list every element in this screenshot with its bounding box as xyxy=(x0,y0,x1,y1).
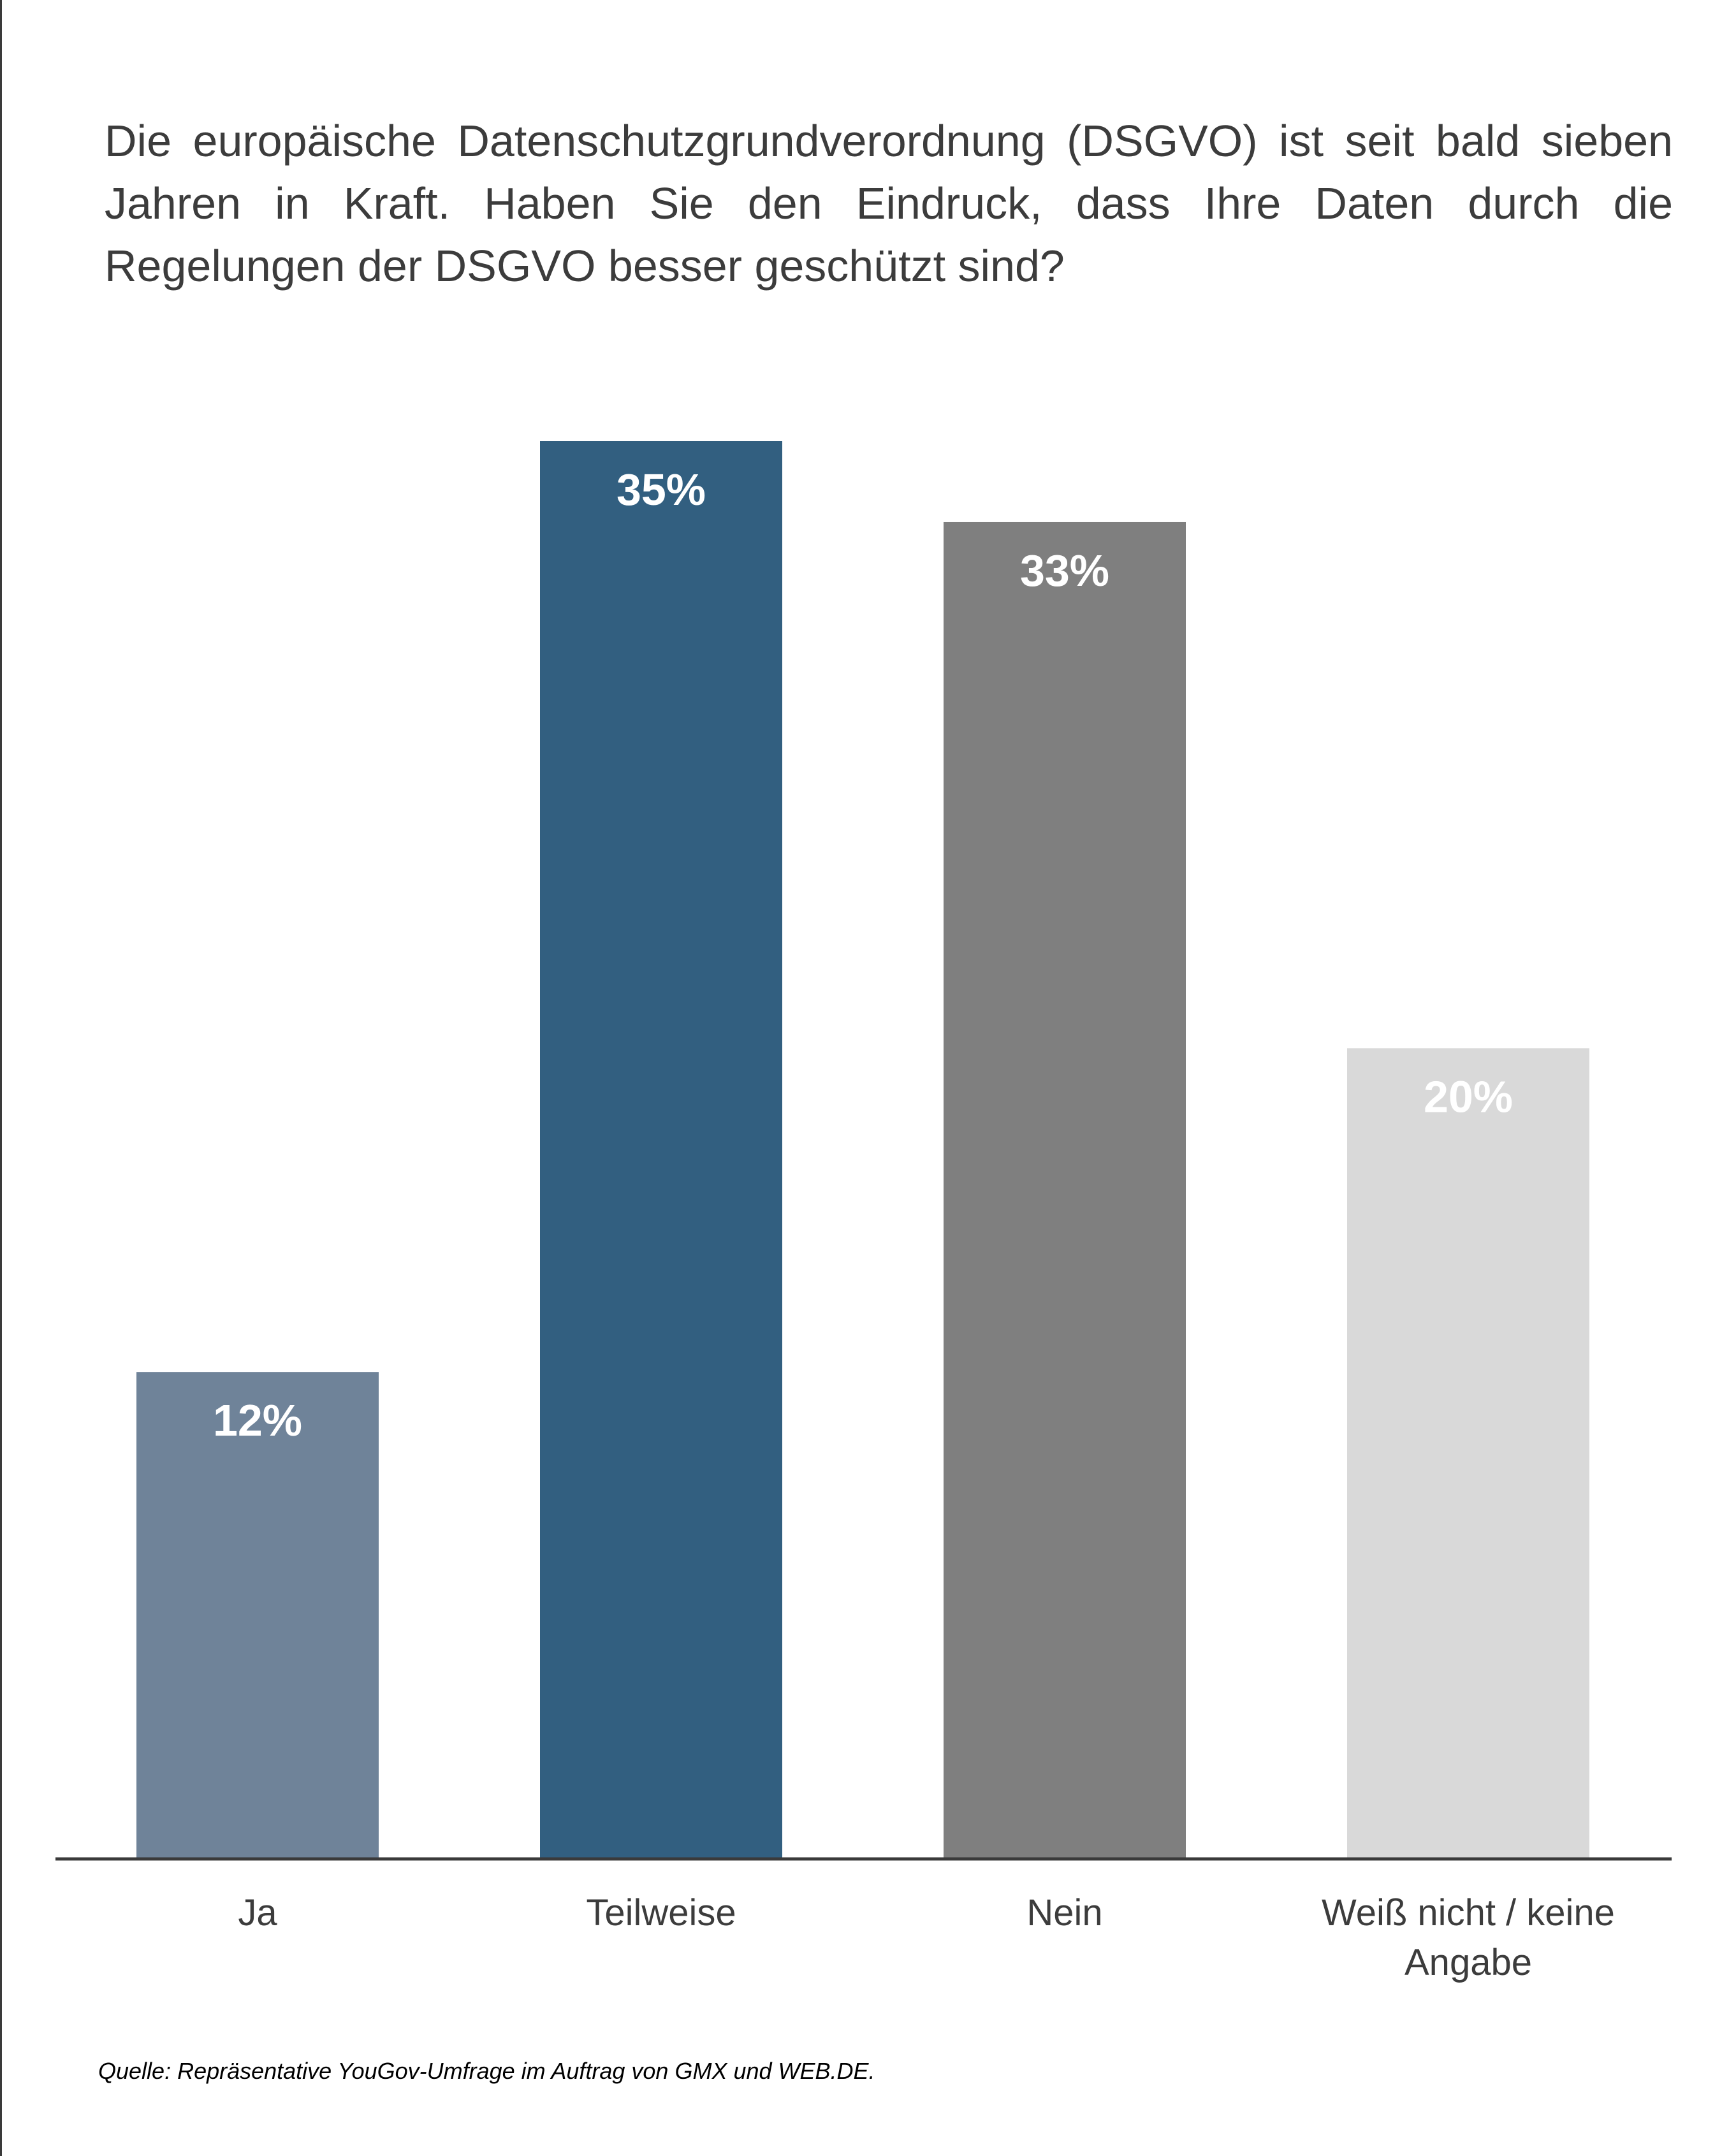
category-label-2: Teilweise xyxy=(586,1892,736,1934)
value-label-3: 33% xyxy=(1020,546,1109,595)
source-note: Quelle: Repräsentative YouGov-Umfrage im… xyxy=(98,2058,875,2084)
chart-title: Die europäische Datenschutzgrundverordnu… xyxy=(105,116,1673,291)
category-label-3: Nein xyxy=(1026,1892,1102,1934)
left-border-line xyxy=(0,0,2,2156)
category-label-4: Weiß nicht / keine Angabe xyxy=(1322,1892,1615,1983)
bar-4 xyxy=(1347,1048,1589,1858)
category-label-line: Teilweise xyxy=(586,1892,736,1934)
category-label-line: Weiß nicht / keine xyxy=(1322,1892,1615,1934)
value-label-4: 20% xyxy=(1424,1072,1513,1121)
value-label-2: 35% xyxy=(616,465,706,514)
bar-1 xyxy=(136,1372,379,1858)
bar-3 xyxy=(944,521,1186,1858)
category-label-line: Ja xyxy=(238,1892,277,1934)
bar-2 xyxy=(540,441,782,1858)
category-label-line: Angabe xyxy=(1404,1942,1532,1983)
category-label-1: Ja xyxy=(238,1892,277,1934)
category-label-line: Nein xyxy=(1026,1892,1102,1934)
value-label-1: 12% xyxy=(213,1395,302,1445)
bars-group xyxy=(136,441,1589,1858)
category-labels-group: Ja Teilweise Nein Weiß nicht / keine Angabe xyxy=(238,1892,1615,1983)
value-labels-group: 12% 35% 33% 20% xyxy=(213,465,1513,1445)
